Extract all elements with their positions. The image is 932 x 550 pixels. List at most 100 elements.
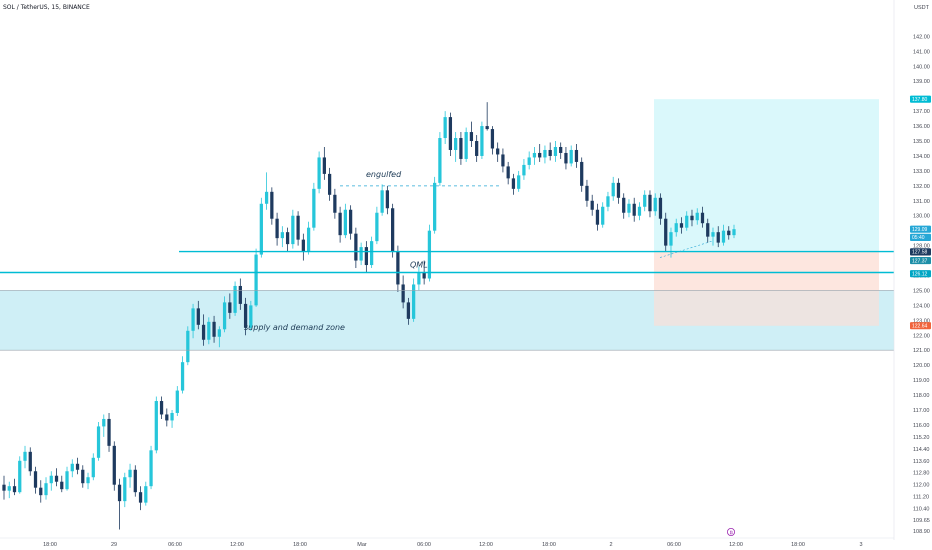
price-axis[interactable]: 142.00 141.00 140.00 139.00 137.00 136.00 135.… (913, 34, 930, 535)
candle-body (417, 272, 421, 285)
candle (632, 197, 636, 222)
candle-body (727, 230, 731, 236)
candle-body (159, 401, 164, 415)
candle-body (128, 469, 132, 478)
gray-zone (654, 290, 879, 326)
candle-body (301, 239, 305, 252)
time-tick: 3 (859, 542, 862, 548)
candle (12, 478, 17, 496)
candle (312, 182, 316, 231)
candle (527, 151, 531, 170)
candle (180, 356, 185, 394)
candle (658, 193, 663, 225)
candle (44, 477, 48, 500)
symbol-title: SOL / TetherUS, 15, BINANCE (3, 4, 90, 11)
candle-body (327, 173, 332, 195)
candle (33, 466, 38, 494)
candle-body (354, 233, 358, 261)
candle-body (611, 182, 615, 197)
candle-body (527, 157, 531, 165)
candle (128, 463, 132, 488)
candle-body (201, 324, 206, 340)
candle-body (443, 117, 447, 139)
candle-body (259, 203, 263, 255)
price-badge-label: 126.12 (912, 272, 928, 278)
target-zone (654, 99, 879, 252)
time-tick: Mar (357, 542, 367, 548)
candle-body (559, 146, 563, 153)
candle (91, 453, 95, 481)
price-tick: 124.00 (913, 303, 930, 309)
candle (354, 227, 358, 269)
candle-body (485, 126, 489, 130)
time-tick: 06:00 (168, 542, 182, 548)
candle-body (291, 215, 295, 245)
price-tick: 139.00 (913, 79, 930, 85)
candle-body (165, 414, 169, 421)
price-badge-bg (910, 233, 931, 241)
candle-body (264, 191, 269, 204)
time-tick: 06:00 (667, 542, 681, 548)
price-tick: 116.00 (913, 423, 929, 429)
price-badge-label: 127.58 (912, 250, 928, 256)
price-tick: 135.00 (913, 139, 930, 145)
candle-body (664, 218, 668, 246)
candle (154, 396, 158, 454)
candle-body (54, 475, 59, 482)
candle-body (538, 152, 542, 158)
candle (385, 185, 390, 215)
candle (517, 170, 521, 192)
candle-body (112, 445, 116, 485)
candle-body (606, 196, 610, 207)
price-tick: 111.20 (913, 495, 929, 501)
candle-body (296, 215, 300, 240)
time-axis[interactable]: 18:00 29 06:00 12:00 18:00 Mar 06:00 12:00 18:00… (43, 542, 862, 548)
candle-body (406, 302, 411, 319)
candle-body (306, 227, 311, 252)
candle-body (28, 451, 32, 472)
candle (81, 465, 85, 488)
candle (18, 456, 22, 494)
candle (75, 457, 80, 475)
candle (616, 178, 621, 204)
candle (291, 209, 295, 249)
price-tick: 110.40 (913, 507, 929, 513)
candle-body (401, 284, 405, 303)
candle-body (144, 486, 148, 503)
candle (7, 481, 11, 499)
price-badges: 137.80 129.09 05:40 127.58 127.37 126.12 122.6… (910, 95, 931, 330)
price-badge-label: 127.37 (912, 258, 928, 264)
candle-body (285, 232, 290, 245)
candle (585, 179, 589, 207)
candle-body (464, 132, 468, 159)
candle-body (123, 477, 127, 502)
price-badge-bg (910, 256, 931, 265)
candle-body (222, 302, 227, 330)
candle-body (175, 390, 179, 413)
candle (543, 145, 547, 164)
price-tick: 118.00 (913, 393, 929, 399)
price-tick: 131.00 (913, 199, 930, 205)
price-tick: 112.80 (913, 471, 929, 477)
candle-body (33, 471, 38, 488)
candle (212, 315, 216, 343)
candle (196, 300, 200, 330)
price-tick: 137.00 (913, 109, 930, 115)
candle-body (180, 362, 185, 391)
candle (459, 132, 463, 165)
time-tick: 18:00 (791, 542, 805, 548)
price-badge-bg (910, 248, 931, 256)
candle (233, 281, 237, 316)
candle (322, 146, 326, 180)
candle (54, 468, 59, 487)
candle (338, 206, 342, 243)
event-marker-icon[interactable]: ₿ (727, 528, 736, 537)
candle (559, 142, 563, 159)
price-tick: 128.00 (913, 244, 930, 250)
price-tick: 141.00 (913, 49, 930, 55)
candle-body (375, 212, 379, 242)
candle-body (196, 308, 200, 325)
candle (359, 242, 363, 266)
candle-body (228, 302, 232, 313)
